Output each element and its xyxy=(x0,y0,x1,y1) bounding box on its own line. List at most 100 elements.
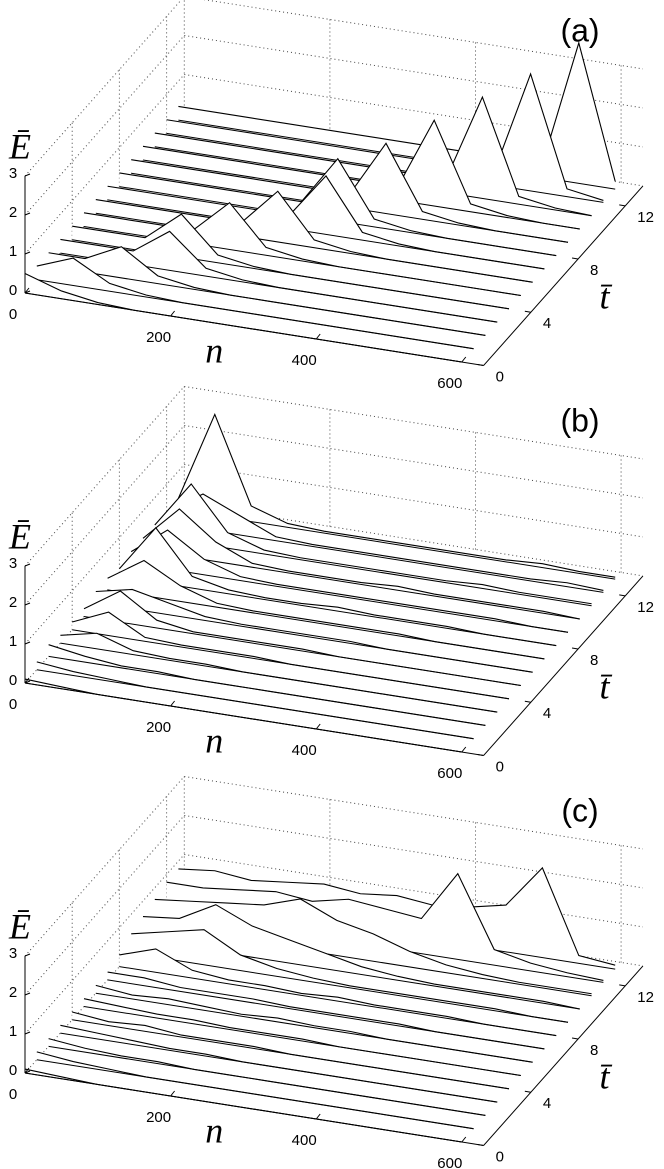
y-tick-label: 8 xyxy=(590,1042,598,1059)
z-tick-label: 1 xyxy=(9,243,17,260)
trace-fill xyxy=(72,612,509,699)
trace-fill xyxy=(143,904,580,1009)
trace-fill xyxy=(95,589,533,673)
x-tick-label: 600 xyxy=(437,375,462,392)
trace-fill xyxy=(107,560,545,659)
z-tick-label: 0 xyxy=(9,282,17,299)
x-axis xyxy=(24,292,484,366)
trace-fill xyxy=(178,414,616,580)
trace xyxy=(95,984,533,1063)
tick-mark xyxy=(315,723,321,730)
trace-fill xyxy=(72,214,509,309)
tick-mark xyxy=(571,257,579,260)
trace-fill xyxy=(154,97,592,216)
grid-line xyxy=(184,34,644,109)
x-tick-label: 600 xyxy=(437,765,462,782)
y-axis-label: t̄ xyxy=(599,666,612,706)
y-tick-label: 12 xyxy=(637,989,654,1006)
y-tick-label: 4 xyxy=(543,1095,551,1112)
trace xyxy=(83,998,521,1077)
trace-fill xyxy=(60,633,498,713)
z-tick-label: 2 xyxy=(9,594,17,611)
tick-mark xyxy=(461,1136,467,1143)
tick-mark xyxy=(619,204,626,207)
y-axis xyxy=(483,185,644,366)
trace xyxy=(83,201,521,297)
trace xyxy=(118,526,557,647)
trace-baseline xyxy=(166,522,604,593)
grid-line xyxy=(184,385,644,460)
trace-fill xyxy=(25,679,462,752)
grid-line xyxy=(24,386,185,567)
y-tick-label: 0 xyxy=(496,1148,504,1165)
trace xyxy=(60,632,498,713)
grid-line xyxy=(184,502,644,577)
trace-fill xyxy=(84,591,521,686)
y-tick-label: 4 xyxy=(543,705,551,722)
trace xyxy=(166,493,604,591)
tick-mark xyxy=(24,1070,31,1074)
z-tick-label: 0 xyxy=(9,672,17,689)
tick-mark xyxy=(24,992,31,996)
z-axis-label: Ē xyxy=(8,126,31,166)
tick-mark xyxy=(24,602,31,606)
trace-fill xyxy=(131,530,568,633)
tick-mark xyxy=(315,1113,321,1120)
trace-fill xyxy=(166,73,604,203)
x-tick-label: 400 xyxy=(292,1132,317,1149)
tick-mark xyxy=(524,700,531,703)
trace xyxy=(24,678,462,753)
trace-fill xyxy=(154,899,592,996)
trace xyxy=(36,257,474,350)
x-axis-label: n xyxy=(205,330,223,370)
trace xyxy=(178,866,616,966)
trace xyxy=(107,175,545,270)
trace xyxy=(72,1011,510,1090)
grid-line xyxy=(24,74,185,255)
z-tick-label: 1 xyxy=(9,1023,17,1040)
trace xyxy=(36,661,474,740)
grid-line xyxy=(203,0,644,70)
x-tick-label: 200 xyxy=(146,719,171,736)
grid-line xyxy=(24,854,185,1035)
x-axis xyxy=(24,682,484,756)
grid-line xyxy=(24,815,185,996)
trace-baseline xyxy=(131,952,569,1023)
y-tick-label: 4 xyxy=(543,315,551,332)
trace xyxy=(24,1068,462,1143)
grid-line xyxy=(184,463,644,538)
tick-mark xyxy=(24,680,31,684)
z-tick-label: 3 xyxy=(9,165,17,182)
tick-mark xyxy=(24,1067,30,1074)
tick-mark xyxy=(24,173,31,177)
tick-mark xyxy=(619,984,626,987)
trace-fill xyxy=(143,508,580,619)
trace-fill xyxy=(119,948,557,1036)
trace xyxy=(166,872,604,981)
trace xyxy=(154,483,592,605)
tick-mark xyxy=(170,310,175,317)
trace-fill xyxy=(25,1069,462,1142)
z-tick-label: 3 xyxy=(9,555,17,572)
y-axis xyxy=(483,575,644,756)
x-tick-label: 0 xyxy=(9,696,17,713)
tick-mark xyxy=(477,1143,484,1146)
trace xyxy=(95,588,533,673)
y-tick-label: 12 xyxy=(637,599,654,616)
trace-fill xyxy=(60,231,498,323)
tick-mark xyxy=(477,363,484,366)
trace xyxy=(131,929,569,1023)
trace xyxy=(142,904,580,1010)
trace xyxy=(60,1024,498,1103)
tick-mark xyxy=(24,1031,31,1035)
trace xyxy=(48,644,486,726)
y-axis xyxy=(483,965,644,1146)
tick-mark xyxy=(461,746,467,753)
tick-mark xyxy=(24,251,31,255)
x-tick-label: 400 xyxy=(292,742,317,759)
panel-label: (b) xyxy=(560,402,599,438)
tick-mark xyxy=(571,1037,579,1040)
trace xyxy=(119,157,557,257)
